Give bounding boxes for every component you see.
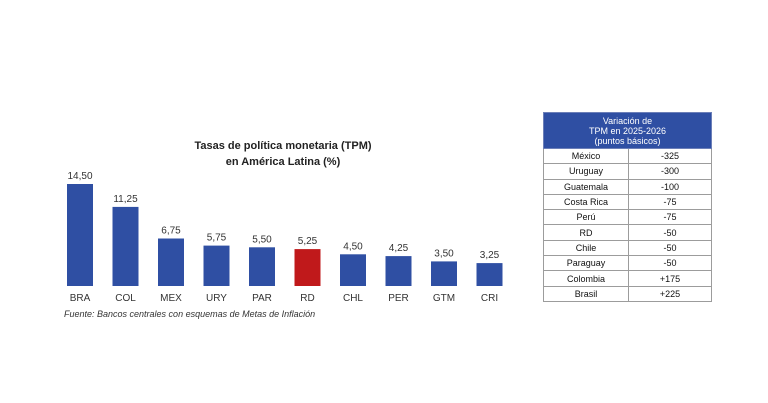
- table-cell-country: Costa Rica: [543, 193, 629, 211]
- bar-bra: [67, 184, 93, 286]
- table-row: Brasil +225: [543, 285, 712, 302]
- table-cell-country: Colombia: [543, 270, 629, 287]
- bar-value-label: 11,25: [113, 194, 138, 205]
- table-header-line-3: (puntos básicos): [594, 135, 661, 146]
- category-label: GTM: [433, 293, 455, 304]
- bar-value-label: 4,25: [389, 243, 409, 254]
- bar-rd: [294, 249, 321, 286]
- table-row: Perú -75: [543, 209, 712, 226]
- table-cell-country: Perú: [543, 209, 629, 226]
- chart-title-line-1: Tasas de política monetaria (TPM): [194, 140, 371, 152]
- category-label: PER: [388, 293, 409, 304]
- table-row: Costa Rica -75: [543, 193, 712, 211]
- tpm-variation-table: Variación de TPM en 2025-2026 (puntos bá…: [543, 112, 712, 302]
- bar-per: [385, 256, 412, 286]
- table-cell-value: -50: [628, 255, 712, 272]
- table-row: México -325: [543, 147, 712, 165]
- table-cell-country: Guatemala: [543, 178, 629, 195]
- category-label: BRA: [70, 293, 91, 304]
- table-row: RD -50: [543, 224, 712, 241]
- table-cell-country: Chile: [543, 239, 629, 257]
- table-cell-value: -300: [628, 163, 712, 180]
- table-cell-country: RD: [543, 224, 629, 241]
- table-cell-country: Uruguay: [543, 163, 629, 180]
- bar-value-label: 14,50: [67, 171, 92, 182]
- bar-value-label: 5,50: [252, 234, 272, 245]
- bar-value-label: 5,75: [207, 233, 227, 244]
- table-cell-value: -50: [628, 224, 712, 241]
- bar-value-label: 4,50: [343, 241, 363, 252]
- table-cell-country: Brasil: [543, 285, 629, 302]
- table-header: Variación de TPM en 2025-2026 (puntos bá…: [543, 112, 712, 149]
- table-cell-country: México: [543, 147, 629, 165]
- bar-par: [249, 247, 275, 286]
- category-label: RD: [300, 293, 314, 304]
- table-cell-value: +175: [628, 270, 712, 287]
- bar-col: [112, 206, 139, 286]
- table-header-line-2: TPM en 2025-2026: [588, 125, 667, 136]
- table-cell-value: -75: [628, 209, 712, 226]
- bar-mex: [158, 238, 184, 286]
- table-row: Colombia +175: [543, 270, 712, 287]
- category-label: CHL: [343, 293, 363, 304]
- bar-value-label: 6,75: [161, 226, 181, 237]
- table-cell-value: -75: [628, 193, 712, 211]
- table-cell-value: -100: [628, 178, 712, 195]
- bar-ury: [203, 245, 230, 286]
- table-cell-country: Paraguay: [543, 255, 629, 272]
- bar-value-label: 3,25: [480, 250, 500, 261]
- category-label: URY: [206, 293, 227, 304]
- category-label: COL: [115, 293, 136, 304]
- table-cell-value: -325: [628, 147, 712, 165]
- table-row: Uruguay -300: [543, 163, 712, 180]
- table-row: Chile -50: [543, 239, 712, 257]
- category-label: MEX: [160, 293, 182, 304]
- table-header-line-1: Variación de: [602, 115, 653, 126]
- source-note: Fuente: Bancos centrales con esquemas de…: [64, 309, 316, 319]
- chart-title-line-2: en América Latina (%): [226, 156, 341, 168]
- bar-value-label: 5,25: [298, 236, 318, 247]
- category-label: PAR: [252, 293, 272, 304]
- bar-cri: [476, 263, 503, 286]
- bars-group: 14,50 BRA 11,25 COL 6,75 MEX 5,75 URY 5,50 PAR 5,2…: [67, 171, 503, 304]
- bar-gtm: [431, 261, 457, 286]
- table-row: Guatemala -100: [543, 178, 712, 195]
- category-label: CRI: [481, 293, 498, 304]
- table-cell-value: +225: [628, 285, 712, 302]
- table-cell-value: -50: [628, 239, 712, 257]
- table-row: Paraguay -50: [543, 255, 712, 272]
- bar-value-label: 3,50: [434, 248, 454, 259]
- bar-chl: [340, 254, 366, 286]
